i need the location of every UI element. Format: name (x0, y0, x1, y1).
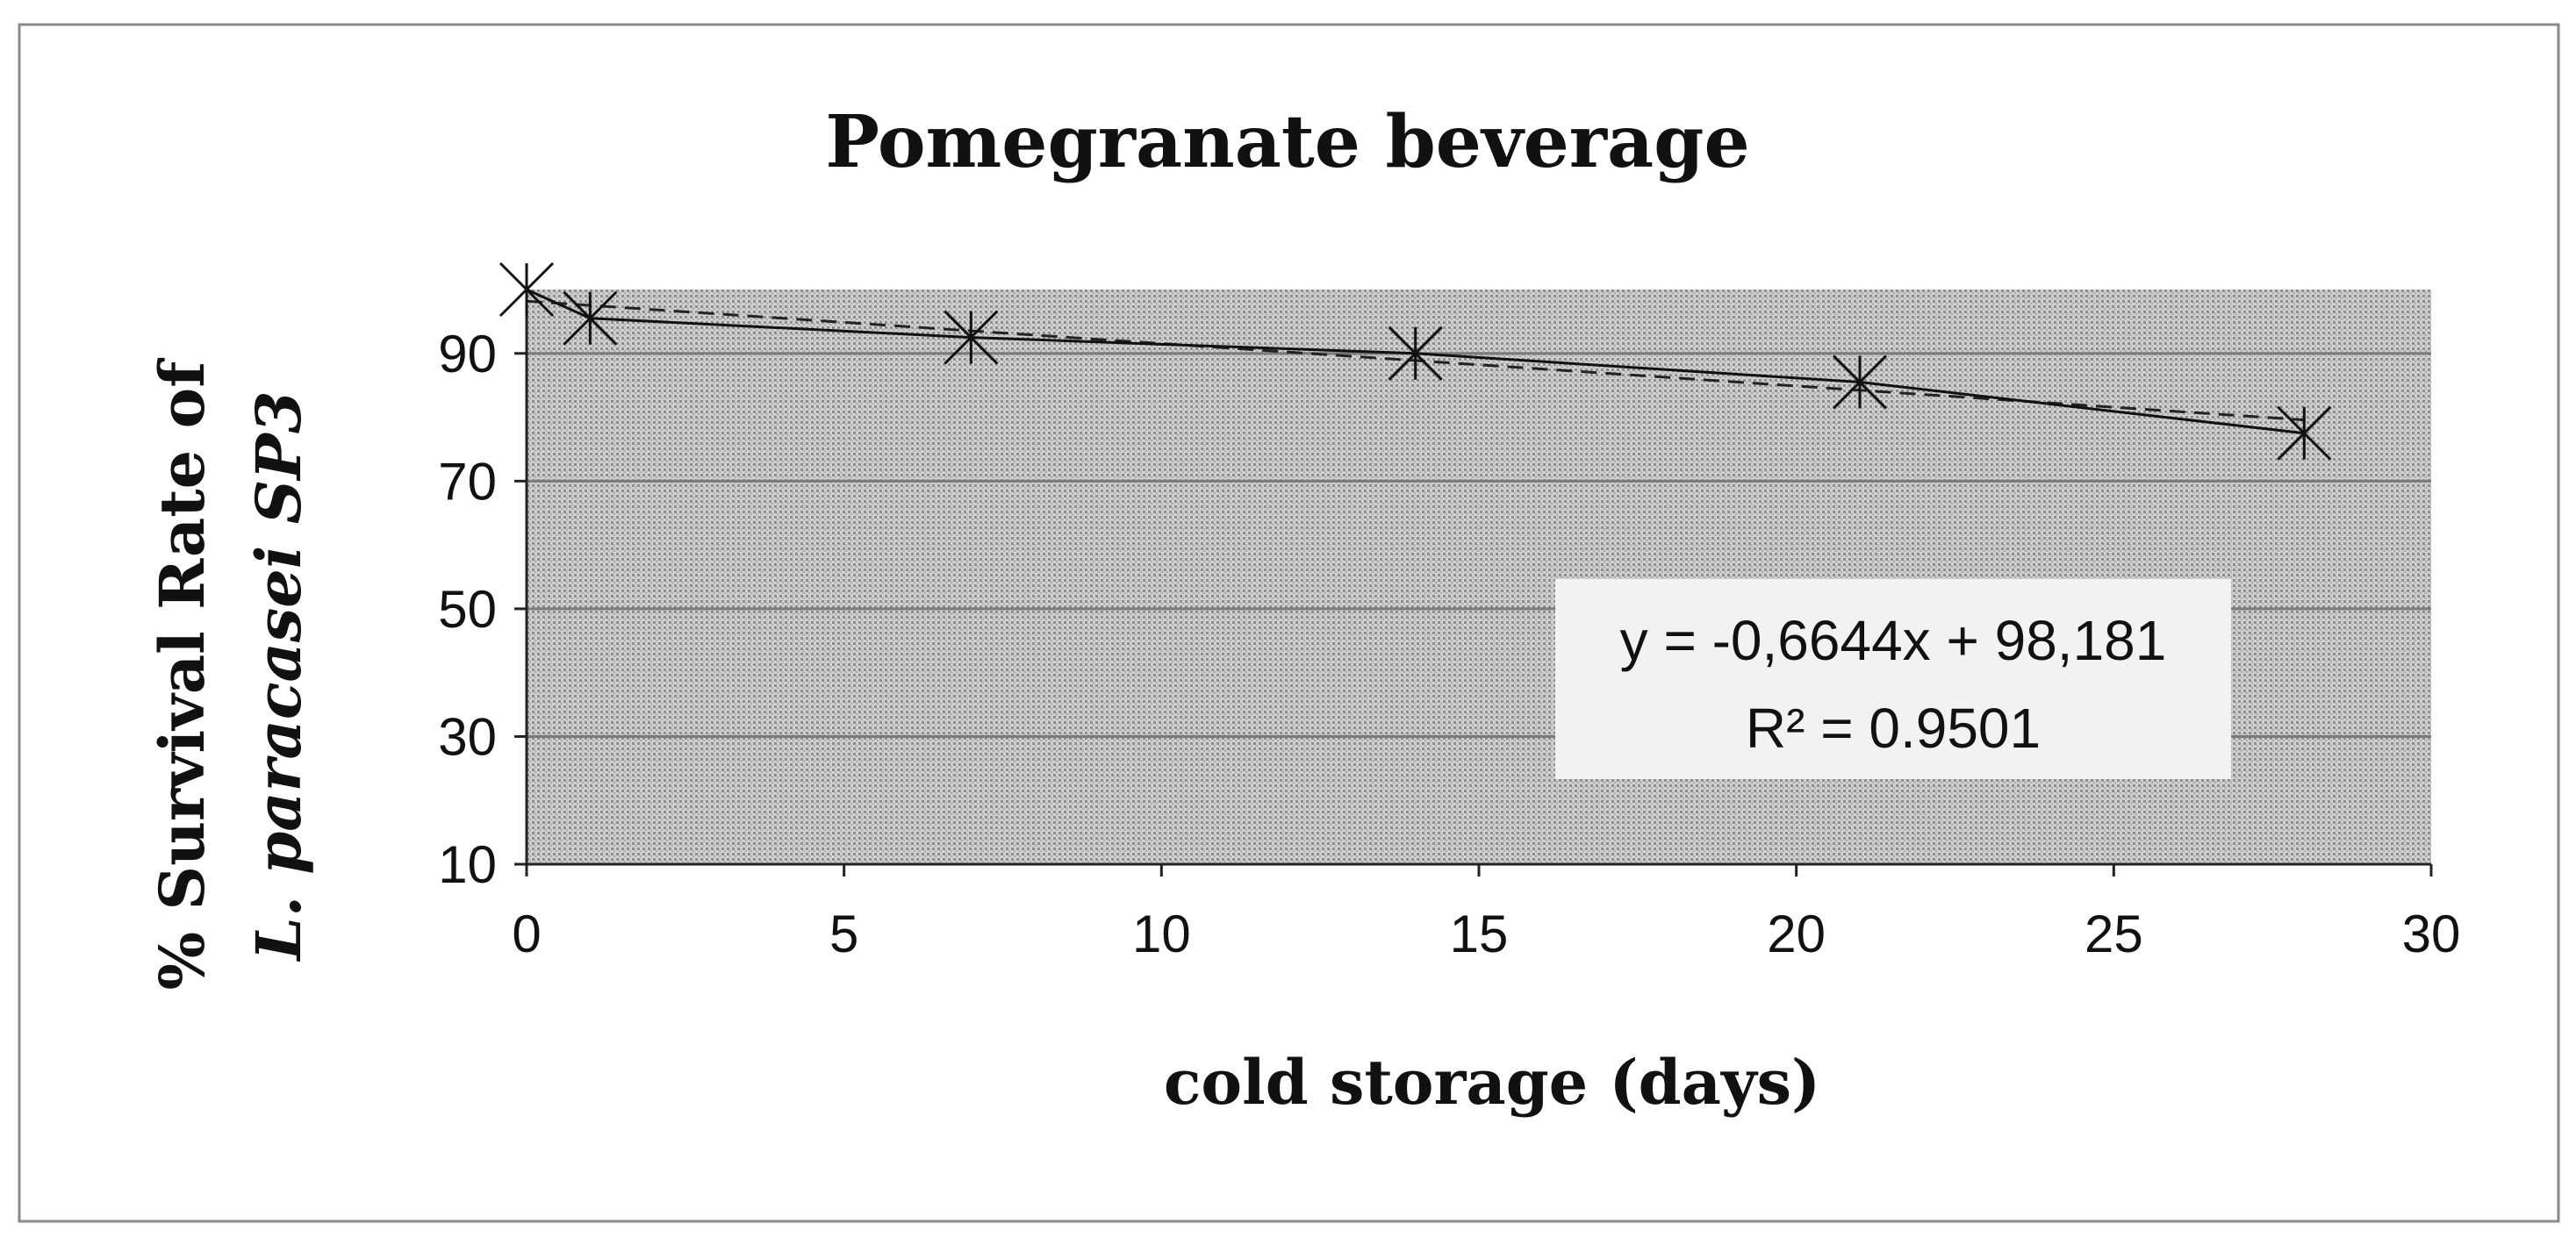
y-tick-label: 50 (438, 580, 497, 639)
y-tick-label: 70 (438, 452, 497, 511)
y-tick-label: 90 (438, 325, 497, 383)
x-tick-label: 0 (512, 905, 541, 963)
data-point (563, 290, 618, 346)
y-axis-title: % Survival Rate of (146, 358, 219, 991)
trendline-equation: y = -0,6644x + 98,181 (1620, 609, 2167, 672)
data-point (1832, 354, 1888, 410)
data-point (2277, 405, 2332, 461)
series-line (526, 288, 2305, 435)
x-tick-label: 30 (2402, 905, 2461, 963)
y-axis-title-italic: L. paracasei SP3 (242, 390, 315, 962)
tick-labels: 0 5 10 15 20 25 30 10 30 50 70 90 (438, 325, 2460, 963)
x-tick-label: 25 (2084, 905, 2143, 963)
equation-box (1555, 579, 2231, 779)
y-tick-label: 30 (438, 707, 497, 766)
x-tick-label: 15 (1450, 905, 1509, 963)
data-point (1388, 326, 1443, 381)
x-tick-label: 5 (829, 905, 858, 963)
y-axis-title-line1: % Survival Rate of (146, 358, 219, 991)
x-tick-label: 20 (1767, 905, 1826, 963)
chart-title: Pomegranate beverage (825, 100, 1749, 184)
data-point (944, 310, 999, 365)
x-axis-title: cold storage (days) (1164, 1046, 1820, 1119)
x-tick-label: 10 (1132, 905, 1191, 963)
y-tick-label: 10 (438, 835, 497, 894)
series-layer (499, 261, 2332, 461)
data-point (499, 261, 555, 318)
y-axis-title-line2: L. paracasei SP3 (242, 390, 315, 962)
trendline-r2: R² = 0.9501 (1746, 697, 2041, 760)
